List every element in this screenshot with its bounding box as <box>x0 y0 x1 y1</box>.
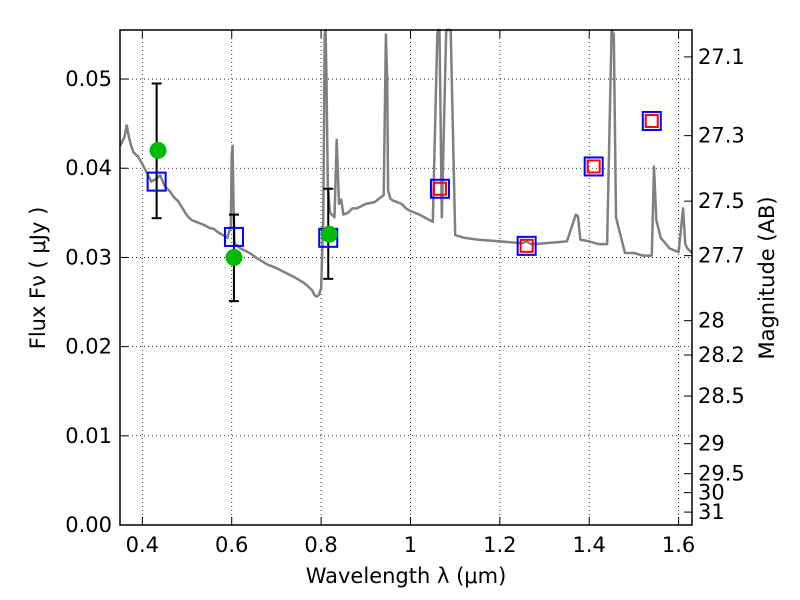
right-tick-label: 27.7 <box>698 244 745 268</box>
right-tick-label: 28.5 <box>698 384 745 408</box>
y-tick-label: 0.03 <box>65 245 112 269</box>
x-tick-label: 1 <box>404 533 417 557</box>
right-tick-label: 31 <box>698 500 725 524</box>
x-tick-label: 0.8 <box>304 533 337 557</box>
right-tick-label: 27.1 <box>698 45 745 69</box>
right-tick-label: 27.3 <box>698 124 745 148</box>
y-tick-label: 0.01 <box>65 424 112 448</box>
observed-flux-point <box>149 141 167 159</box>
plot-frame <box>119 29 693 526</box>
observed-flux-point <box>225 248 243 266</box>
model-flux-square <box>223 226 244 247</box>
x-tick-label: 1.4 <box>573 533 606 557</box>
y-axis-label-left: Flux Fν ( μJy ) <box>26 207 50 350</box>
predicted-flux-square <box>586 159 601 174</box>
observed-flux-point <box>320 225 338 243</box>
plot-area <box>120 30 692 525</box>
model-flux-square <box>429 178 450 199</box>
right-tick-label: 29.5 <box>698 462 745 486</box>
model-flux-square <box>516 235 537 256</box>
x-axis-label: Wavelength λ (μm) <box>306 564 507 588</box>
y-tick-label: 0.02 <box>65 335 112 359</box>
y-tick-label: 0.05 <box>65 67 112 91</box>
model-flux-square <box>583 156 604 177</box>
axis-ticks: 0.4 0.6 0.8 1 1.2 1.4 1.6 0.00 0.01 0.02 0.03 0.04 0… <box>65 30 745 557</box>
model-flux-square <box>641 110 662 131</box>
right-tick-label: 30 <box>698 481 725 505</box>
y-tick-label: 0.00 <box>65 513 112 537</box>
right-tick-label: 28.2 <box>698 343 745 367</box>
spectrum-line <box>118 28 693 298</box>
predicted-flux-square <box>519 238 534 253</box>
x-tick-label: 0.6 <box>215 533 248 557</box>
right-tick-label: 28 <box>698 309 725 333</box>
x-tick-label: 1.6 <box>662 533 695 557</box>
x-tick-label: 1.2 <box>483 533 516 557</box>
y-tick-label: 0.04 <box>65 156 112 180</box>
right-tick-label: 29 <box>698 432 725 456</box>
y-axis-label-right: Magnitude (AB) <box>755 196 779 359</box>
x-tick-label: 0.4 <box>126 533 159 557</box>
model-flux-square <box>146 171 167 192</box>
series-layer <box>118 28 693 303</box>
predicted-flux-square <box>644 113 659 128</box>
right-tick-label: 27.5 <box>698 189 745 213</box>
predicted-flux-square <box>432 181 447 196</box>
